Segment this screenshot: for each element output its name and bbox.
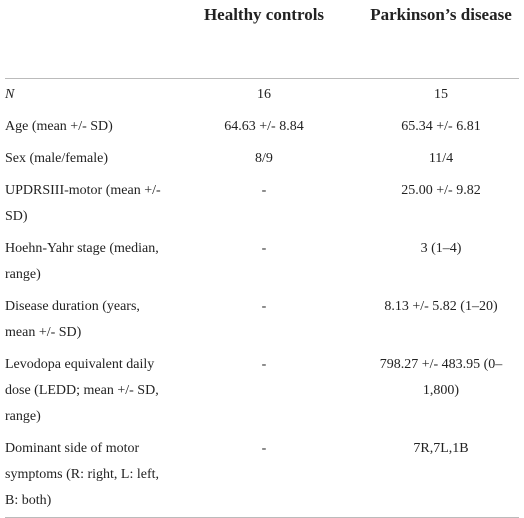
- row-label: Sex (male/female): [5, 151, 109, 166]
- row-label: Hoehn-Yahr stage (median, range): [5, 241, 159, 282]
- row-label: Disease duration (years, mean +/- SD): [5, 299, 140, 340]
- table-row: N 16 15: [5, 79, 519, 112]
- cell: 65.34 +/- 6.81: [401, 119, 481, 134]
- table-row: Hoehn-Yahr stage (median, range) - 3 (1–4): [5, 233, 519, 291]
- cell: 15: [434, 87, 448, 102]
- cell: 8/9: [255, 151, 273, 166]
- cell: -: [261, 299, 267, 314]
- row-label: Levodopa equivalent daily dose (LEDD; me…: [5, 357, 159, 424]
- table-row: Dominant side of motor symptoms (R: righ…: [5, 433, 519, 518]
- row-label: N: [5, 87, 15, 102]
- cell: 798.27 +/- 483.95 (0–1,800): [379, 357, 503, 398]
- cell: -: [261, 183, 267, 198]
- table-row: Sex (male/female) 8/9 11/4: [5, 143, 519, 175]
- row-label: Dominant side of motor symptoms (R: righ…: [5, 433, 165, 518]
- cell: -: [165, 433, 363, 518]
- row-label: UPDRSIII-motor (mean +/- SD): [5, 183, 161, 224]
- cell: 7R,7L,1B: [363, 433, 519, 518]
- cell: 64.63 +/- 8.84: [224, 119, 304, 134]
- header-row: Healthy controls Parkinson’s disease: [5, 0, 519, 79]
- table-row: UPDRSIII-motor (mean +/- SD) - 25.00 +/- 9…: [5, 175, 519, 233]
- table-row: Levodopa equivalent daily dose (LEDD; me…: [5, 349, 519, 433]
- table-body: N 16 15 Age (mean +/- SD) 64.63 +/- 8.84 65.3…: [5, 79, 519, 518]
- table-row: Age (mean +/- SD) 64.63 +/- 8.84 65.34 +/-…: [5, 111, 519, 143]
- cell: 11/4: [428, 151, 454, 166]
- data-table: Healthy controls Parkinson’s disease N 16 1…: [5, 0, 519, 518]
- cell: 25.00 +/- 9.82: [401, 183, 481, 198]
- header-cell: [5, 0, 165, 79]
- cell: -: [261, 241, 267, 256]
- header-cell: Healthy controls: [165, 0, 363, 79]
- cell: 8.13 +/- 5.82 (1–20): [384, 299, 498, 314]
- header-cell: Parkinson’s disease: [363, 0, 519, 79]
- cell: 3 (1–4): [420, 241, 462, 256]
- cell: -: [261, 357, 267, 372]
- row-label: Age (mean +/- SD): [5, 119, 113, 134]
- table-row: Disease duration (years, mean +/- SD) - 8.…: [5, 291, 519, 349]
- cell: 16: [257, 87, 271, 102]
